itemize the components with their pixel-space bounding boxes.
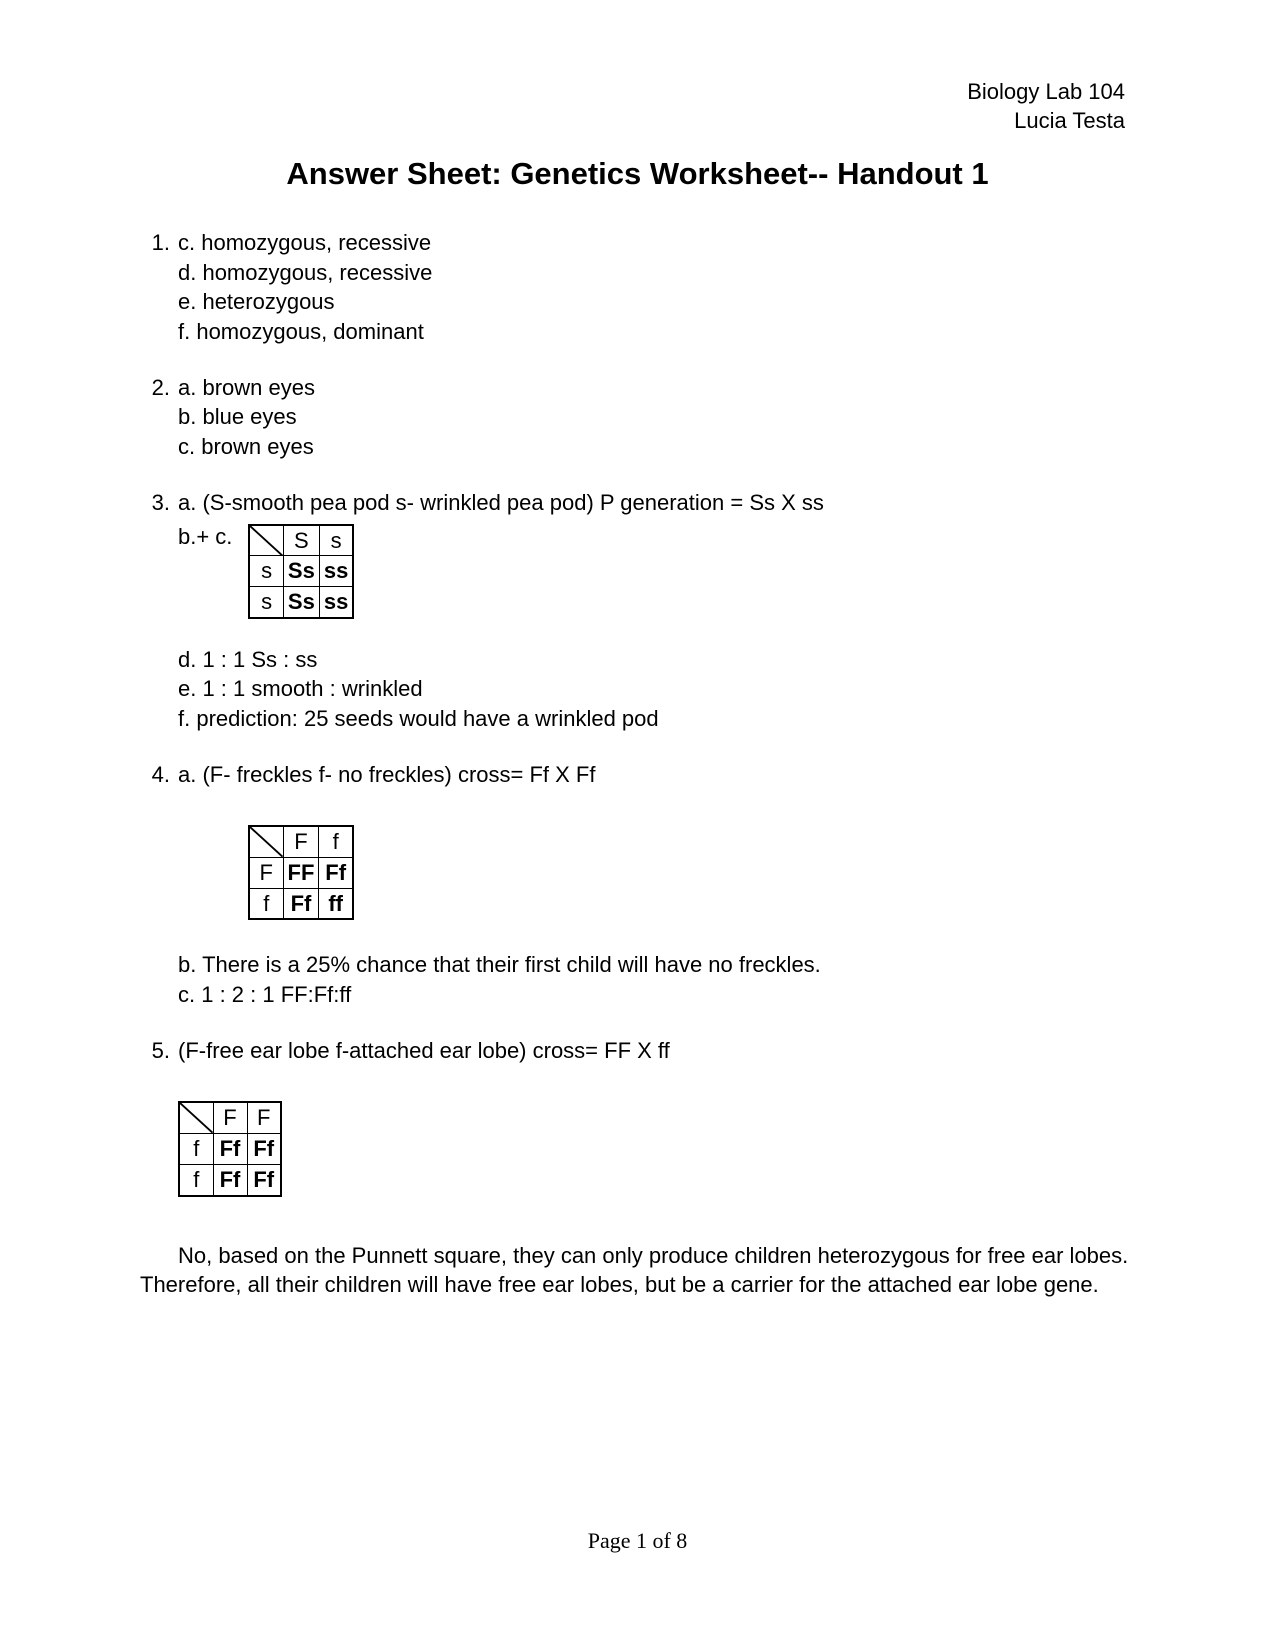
question-1: 1. c. homozygous, recessive d. homozygou… (140, 228, 1135, 347)
q1-c: c. homozygous, recessive (178, 228, 1135, 258)
q3-cell-11: ss (319, 586, 353, 617)
q1-d: d. homozygous, recessive (178, 258, 1135, 288)
question-2: 2. a. brown eyes b. blue eyes c. brown e… (140, 373, 1135, 462)
q5-cell-11: Ff (247, 1164, 281, 1195)
q3-cell-10: Ss (283, 586, 319, 617)
q4-top-0: F (283, 826, 319, 857)
q3-number: 3. (140, 488, 178, 734)
author-label: Lucia Testa (967, 107, 1125, 136)
q4-punnett-square: F f F FF Ff f Ff ff (248, 825, 354, 920)
q5-explanation: No, based on the Punnett square, they ca… (140, 1241, 1135, 1300)
q5-cell-00: Ff (213, 1134, 247, 1165)
q5-number: 5. (140, 1036, 178, 1241)
q4-top-1: f (319, 826, 353, 857)
punnett-corner (179, 1102, 213, 1133)
question-5: 5. (F-free ear lobe f-attached ear lobe)… (140, 1036, 1135, 1300)
q3-cell-01: ss (319, 556, 353, 587)
q5-top-1: F (247, 1102, 281, 1133)
content-body: 1. c. homozygous, recessive d. homozygou… (140, 228, 1135, 1300)
q2-a: a. brown eyes (178, 373, 1135, 403)
q5-top-0: F (213, 1102, 247, 1133)
q4-cell-11: ff (319, 888, 353, 919)
q3-left-1: s (249, 586, 283, 617)
punnett-corner (249, 525, 283, 556)
q4-left-0: F (249, 858, 283, 889)
question-3: 3. a. (S-smooth pea pod s- wrinkled pea … (140, 488, 1135, 734)
q4-b: b. There is a 25% chance that their firs… (178, 950, 1135, 980)
q4-a: a. (F- freckles f- no freckles) cross= F… (178, 760, 1135, 790)
q3-punnett-square: S s s Ss ss s Ss ss (248, 524, 354, 619)
q3-top-1: s (319, 525, 353, 556)
q5-cell-10: Ff (213, 1164, 247, 1195)
punnett-corner (249, 826, 283, 857)
header-right: Biology Lab 104 Lucia Testa (967, 78, 1125, 135)
q2-number: 2. (140, 373, 178, 462)
q2-c: c. brown eyes (178, 432, 1135, 462)
q4-c: c. 1 : 2 : 1 FF:Ff:ff (178, 980, 1135, 1010)
q4-cell-00: FF (283, 858, 319, 889)
q5-left-1: f (179, 1164, 213, 1195)
q3-f: f. prediction: 25 seeds would have a wri… (178, 704, 1135, 734)
q3-d: d. 1 : 1 Ss : ss (178, 645, 1135, 675)
q2-b: b. blue eyes (178, 402, 1135, 432)
q4-left-1: f (249, 888, 283, 919)
q4-cell-10: Ff (283, 888, 319, 919)
q5-punnett-square: F F f Ff Ff f Ff Ff (178, 1101, 282, 1196)
page-title: Answer Sheet: Genetics Worksheet-- Hando… (140, 156, 1135, 192)
q5-a: (F-free ear lobe f-attached ear lobe) cr… (178, 1036, 1135, 1066)
course-label: Biology Lab 104 (967, 78, 1125, 107)
q4-number: 4. (140, 760, 178, 1010)
q5-cell-01: Ff (247, 1134, 281, 1165)
q3-bc-label: b.+ c. (178, 518, 242, 552)
q3-e: e. 1 : 1 smooth : wrinkled (178, 674, 1135, 704)
q1-number: 1. (140, 228, 178, 347)
q3-a: a. (S-smooth pea pod s- wrinkled pea pod… (178, 488, 1135, 518)
q5-left-0: f (179, 1134, 213, 1165)
q1-f: f. homozygous, dominant (178, 317, 1135, 347)
q4-cell-01: Ff (319, 858, 353, 889)
q3-left-0: s (249, 556, 283, 587)
page-number: Page 1 of 8 (0, 1528, 1275, 1554)
question-4: 4. a. (F- freckles f- no freckles) cross… (140, 760, 1135, 1010)
q3-top-0: S (283, 525, 319, 556)
q1-e: e. heterozygous (178, 287, 1135, 317)
q3-cell-00: Ss (283, 556, 319, 587)
